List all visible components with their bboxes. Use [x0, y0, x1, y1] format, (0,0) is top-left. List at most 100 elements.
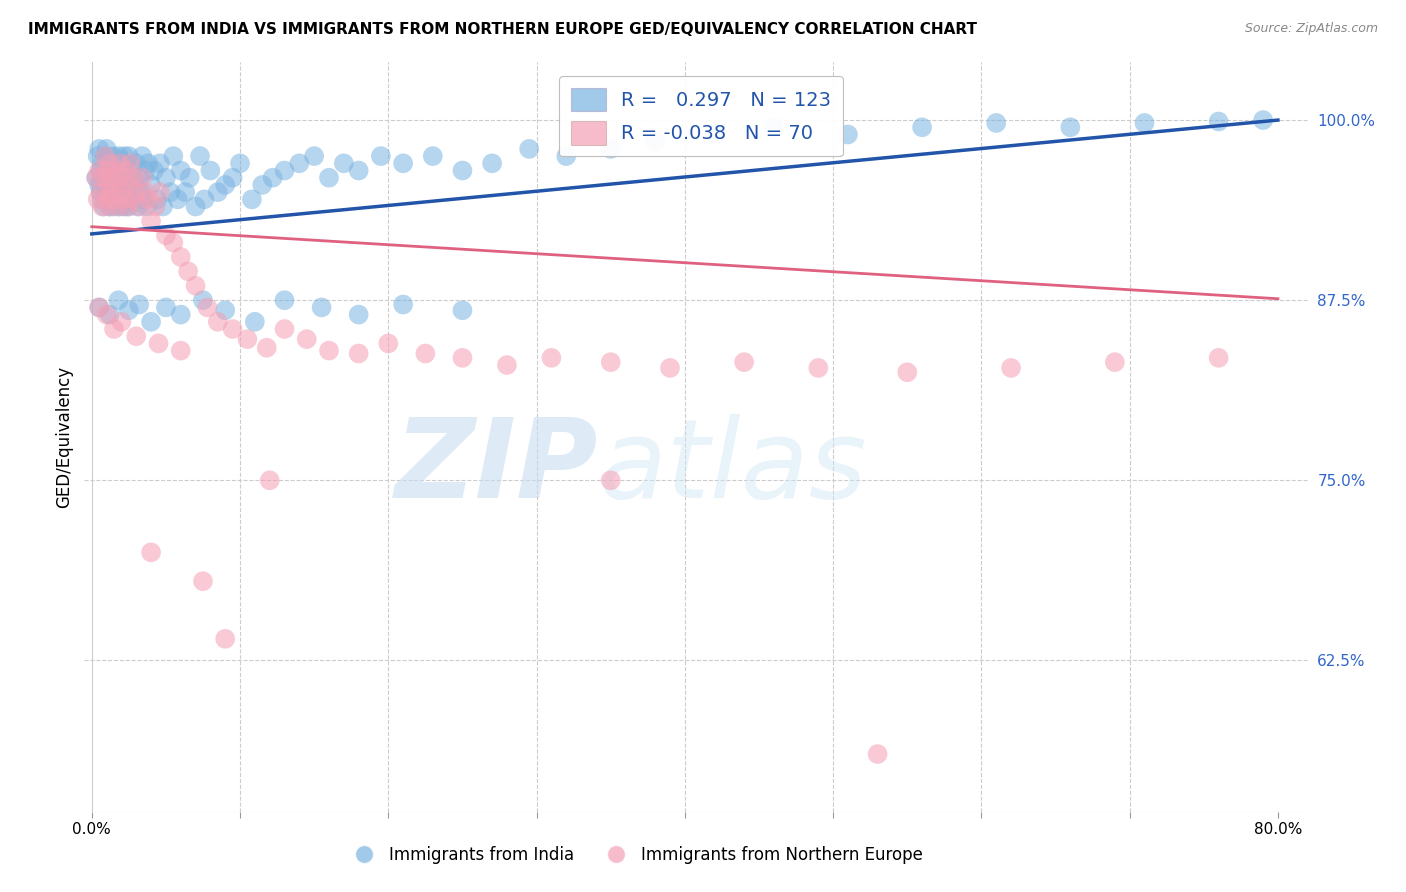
Point	[89, 301, 111, 315]
Point	[1000, 360, 1022, 375]
Point	[252, 178, 274, 192]
Point	[166, 192, 188, 206]
Point	[111, 170, 134, 185]
Point	[273, 163, 295, 178]
Point	[184, 278, 207, 293]
Point	[91, 200, 114, 214]
Point	[94, 149, 117, 163]
Point	[104, 156, 127, 170]
Point	[117, 170, 139, 185]
Point	[104, 163, 127, 178]
Point	[377, 336, 399, 351]
Point	[94, 178, 117, 192]
Point	[273, 293, 295, 308]
Point	[517, 142, 540, 156]
Point	[170, 343, 193, 358]
Point	[107, 178, 129, 192]
Point	[120, 156, 142, 170]
Point	[496, 358, 519, 372]
Point	[105, 163, 128, 178]
Point	[214, 303, 236, 318]
Point	[415, 346, 437, 360]
Point	[98, 200, 121, 214]
Point	[91, 156, 114, 170]
Point	[90, 185, 112, 199]
Point	[89, 178, 111, 192]
Point	[120, 185, 142, 199]
Point	[101, 149, 124, 163]
Point	[162, 149, 184, 163]
Point	[599, 473, 621, 487]
Point	[177, 264, 200, 278]
Point	[84, 170, 107, 185]
Point	[318, 170, 340, 185]
Point	[132, 192, 155, 206]
Point	[986, 116, 1008, 130]
Point	[103, 200, 125, 214]
Point	[100, 185, 122, 199]
Point	[451, 163, 474, 178]
Point	[295, 332, 318, 346]
Point	[127, 200, 149, 214]
Legend: Immigrants from India, Immigrants from Northern Europe: Immigrants from India, Immigrants from N…	[340, 839, 929, 871]
Point	[135, 200, 157, 214]
Point	[191, 293, 214, 308]
Point	[90, 185, 112, 199]
Point	[128, 200, 150, 214]
Point	[273, 322, 295, 336]
Point	[104, 185, 127, 199]
Point	[240, 192, 263, 206]
Point	[599, 355, 621, 369]
Point	[159, 185, 181, 199]
Point	[145, 200, 167, 214]
Point	[103, 170, 125, 185]
Point	[149, 185, 172, 199]
Point	[184, 200, 207, 214]
Point	[105, 178, 128, 192]
Point	[97, 185, 120, 199]
Point	[111, 163, 134, 178]
Point	[139, 545, 162, 559]
Point	[125, 185, 148, 199]
Point	[762, 120, 785, 135]
Point	[103, 322, 125, 336]
Point	[136, 156, 159, 170]
Point	[347, 346, 370, 360]
Point	[733, 355, 755, 369]
Point	[174, 185, 197, 199]
Point	[115, 156, 138, 170]
Point	[121, 192, 143, 206]
Point	[451, 303, 474, 318]
Point	[94, 149, 117, 163]
Point	[370, 149, 392, 163]
Point	[170, 308, 193, 322]
Point	[111, 192, 134, 206]
Point	[125, 156, 148, 170]
Point	[98, 200, 121, 214]
Point	[110, 156, 132, 170]
Point	[89, 142, 111, 156]
Text: Source: ZipAtlas.com: Source: ZipAtlas.com	[1244, 22, 1378, 36]
Point	[112, 149, 135, 163]
Point	[149, 156, 172, 170]
Point	[139, 178, 162, 192]
Point	[392, 156, 415, 170]
Point	[125, 329, 148, 343]
Point	[101, 178, 124, 192]
Point	[1208, 114, 1230, 128]
Point	[112, 192, 135, 206]
Point	[134, 163, 156, 178]
Point	[318, 343, 340, 358]
Point	[96, 192, 118, 206]
Point	[703, 128, 725, 142]
Point	[1133, 116, 1156, 130]
Point	[105, 192, 128, 206]
Point	[422, 149, 444, 163]
Point	[311, 301, 333, 315]
Point	[236, 332, 259, 346]
Point	[108, 156, 131, 170]
Point	[259, 473, 281, 487]
Point	[200, 163, 222, 178]
Point	[93, 170, 115, 185]
Point	[911, 120, 934, 135]
